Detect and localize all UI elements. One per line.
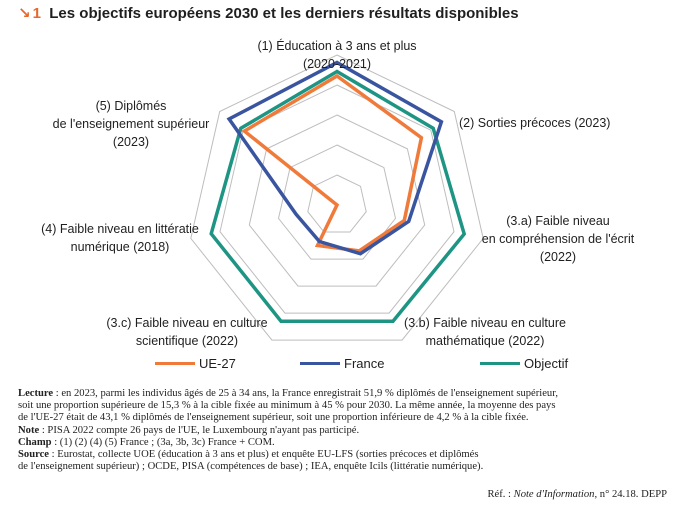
grid-ring-1	[307, 174, 367, 233]
note-line: Note : PISA 2022 compte 26 pays de l'UE,…	[18, 425, 668, 437]
axis-label-line: (2022)	[540, 250, 576, 264]
lecture-line-2: soit une proportion supérieure de 15,3 %…	[18, 400, 556, 412]
axis-label-1: (1) Éducation à 3 ans et plus (2020-2021)	[257, 38, 416, 71]
axis-label-7: (5) Diplômés de l'enseignement supérieur (…	[53, 99, 210, 149]
lecture-text-1: : en 2023, parmi les individus âgés de 2…	[53, 388, 558, 399]
legend-swatch-ue27	[155, 361, 195, 365]
grid-ring-5	[190, 54, 484, 341]
grid-ring-3	[248, 114, 426, 287]
figure-notes: Lecture : en 2023, parmi les individus â…	[18, 388, 668, 473]
radar-axis-labels: (1) Éducation à 3 ans et plus (2020-2021)…	[41, 38, 635, 348]
axis-label-6: (4) Faible niveau en littératie numérique…	[41, 222, 199, 254]
series-line-objectif	[209, 69, 467, 323]
axis-label-line: (3.a) Faible niveau	[506, 214, 610, 228]
axis-label-line: mathématique (2022)	[426, 334, 545, 348]
series-line-france	[226, 60, 444, 256]
axis-label-line: en compréhension de l'écrit	[482, 232, 635, 246]
axis-label-line: (2023)	[113, 135, 149, 149]
note-text: : PISA 2022 compte 26 pays de l'UE, le L…	[39, 424, 360, 436]
figure-title-text: Les objectifs européens 2030 et les dern…	[49, 5, 519, 22]
series-line-ue-27	[241, 73, 424, 253]
champ-label: Champ	[18, 436, 52, 448]
axis-label-2: (2) Sorties précoces (2023)	[459, 116, 610, 130]
radar-grid	[190, 54, 484, 341]
axis-label-line: (4) Faible niveau en littératie	[41, 222, 199, 236]
figure-arrow-icon: ↘	[18, 5, 31, 22]
champ-text: : (1) (2) (4) (5) France ; (3a, 3b, 3c) …	[51, 436, 275, 448]
legend-item-france: France	[300, 352, 384, 374]
radar-series	[209, 60, 467, 323]
figure-reference: Réf. : Note d'Information, n° 24.18. DEP…	[487, 489, 667, 500]
axis-label-line: (1) Éducation à 3 ans et plus	[257, 38, 416, 53]
legend-item-ue27: UE-27	[155, 352, 236, 374]
chart-legend: UE-27 France Objectif	[0, 352, 675, 374]
axis-label-line: (2020-2021)	[303, 57, 371, 71]
axis-label-line: numérique (2018)	[71, 240, 170, 254]
legend-item-objectif: Objectif	[480, 352, 568, 374]
legend-label-france: France	[344, 355, 385, 371]
axis-label-5: (3.c) Faible niveau en culture scientifiq…	[106, 316, 267, 348]
lecture-line-3: de l'UE-27 était de 43,1 % diplômés de l…	[18, 412, 529, 424]
axis-label-line: (3.b) Faible niveau en culture	[404, 316, 566, 330]
legend-label-objectif: Objectif	[524, 355, 569, 371]
figure-title: ↘ 1 Les objectifs européens 2030 et les d…	[18, 4, 668, 26]
figure-number: 1	[32, 5, 41, 22]
legend-swatch-france	[300, 361, 340, 365]
source-line-1: Source : Eurostat, collecte UOE (éducati…	[18, 449, 668, 461]
axis-label-line: (2) Sorties précoces (2023)	[459, 116, 610, 130]
source-line-2: de l'enseignement supérieur) ; OCDE, PIS…	[18, 461, 484, 473]
ref-suffix: , n° 24.18. DEPP	[594, 489, 667, 500]
source-label: Source	[18, 449, 49, 461]
legend-label-ue27: UE-27	[199, 355, 236, 371]
axis-label-line: (3.c) Faible niveau en culture	[106, 316, 267, 330]
lecture-label: Lecture	[18, 388, 54, 399]
lecture-line-1: Lecture : en 2023, parmi les individus â…	[18, 388, 668, 400]
source-text-1: : Eurostat, collecte UOE (éducation à 3 …	[49, 449, 479, 461]
legend-swatch-objectif	[480, 361, 520, 365]
axis-label-line: (5) Diplômés	[96, 99, 167, 113]
radar-chart: (1) Éducation à 3 ans et plus (2020-2021)…	[41, 38, 635, 348]
axis-label-line: de l'enseignement supérieur	[53, 117, 210, 131]
ref-publication: Note d'Information	[513, 489, 595, 500]
ref-prefix: Réf. :	[487, 489, 514, 500]
axis-label-3: (3.a) Faible niveau en compréhension de l…	[482, 214, 635, 264]
note-label: Note	[18, 424, 40, 436]
champ-line: Champ : (1) (2) (4) (5) France ; (3a, 3b…	[18, 437, 668, 449]
axis-label-line: scientifique (2022)	[136, 334, 238, 348]
axis-label-4: (3.b) Faible niveau en culture mathématiq…	[404, 316, 566, 348]
grid-ring-2	[277, 144, 397, 260]
